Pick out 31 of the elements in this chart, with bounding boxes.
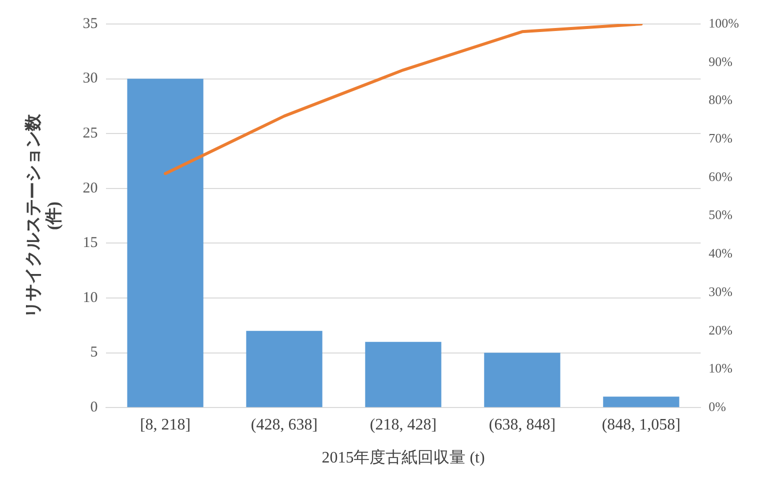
- y2-tick-label: 10%: [708, 360, 733, 376]
- y-tick-label: 35: [82, 16, 98, 32]
- bar: [484, 352, 560, 408]
- x-tick-label: (428, 638]: [250, 416, 318, 434]
- x-axis-title: 2015年度古紙回収量 (t): [322, 448, 485, 467]
- x-tick-label: (218, 428]: [370, 416, 437, 434]
- y2-tick-label: 0%: [708, 399, 726, 414]
- y2-tick-label: 30%: [708, 284, 733, 299]
- y2-tick-label: 20%: [708, 322, 733, 338]
- y-tick-label: 10: [82, 290, 98, 306]
- x-tick-label: [8, 218]: [140, 416, 191, 434]
- y2-tick-label: 90%: [708, 54, 733, 69]
- y-tick-label: 5: [90, 344, 98, 361]
- y2-tick-label: 70%: [708, 130, 733, 146]
- y2-tick-label: 80%: [708, 92, 733, 108]
- y-tick-label: 30: [82, 70, 98, 87]
- y-tick-label: 20: [82, 180, 98, 196]
- bar: [365, 342, 442, 408]
- bar: [603, 396, 680, 408]
- y-tick-label: 25: [82, 126, 98, 142]
- bar: [246, 330, 322, 408]
- x-tick-label: (638, 848]: [488, 416, 556, 434]
- y-tick-label: 15: [82, 235, 98, 252]
- y2-tick-label: 50%: [708, 207, 733, 222]
- y2-tick-label: 100%: [708, 15, 740, 30]
- y2-tick-label: 40%: [708, 246, 733, 261]
- y2-tick-label: 60%: [708, 168, 733, 184]
- y-axis-title: リサイクルステーション数 (件): [24, 112, 63, 318]
- x-tick-label: (848, 1,058]: [602, 416, 681, 434]
- bar: [127, 78, 204, 408]
- y-tick-label: 0: [90, 400, 98, 416]
